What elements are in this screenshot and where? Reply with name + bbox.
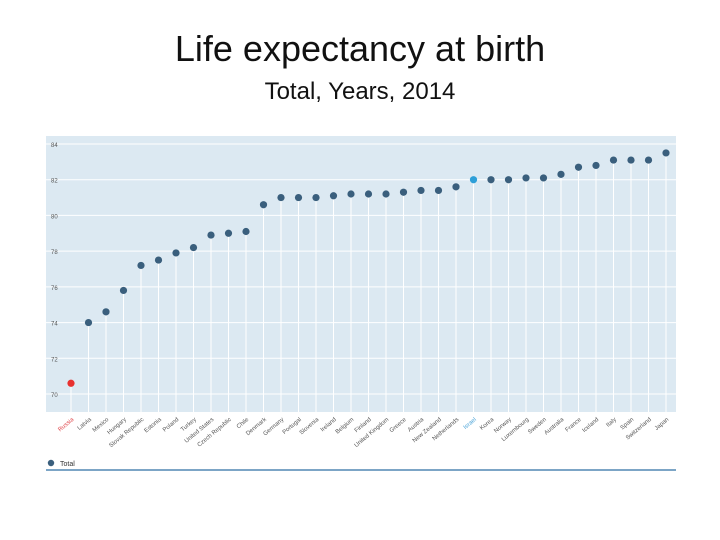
data-point	[522, 174, 530, 182]
data-point	[592, 161, 600, 170]
data-point	[399, 188, 408, 196]
x-tick-label: Slovenia	[299, 417, 321, 437]
data-point	[277, 193, 285, 202]
data-point	[417, 186, 425, 195]
x-tick-label: Iceland	[582, 417, 601, 434]
data-point	[364, 190, 373, 198]
y-tick-label: 70	[51, 393, 58, 399]
y-tick-label: 84	[51, 143, 58, 149]
data-point	[242, 227, 250, 236]
data-point	[609, 156, 618, 164]
data-point	[224, 229, 233, 237]
x-tick-label: Israel	[463, 417, 478, 431]
y-tick-label: 72	[51, 357, 58, 363]
x-tick-label: Australia	[544, 417, 566, 437]
x-tick-label: Estonia	[144, 417, 164, 435]
data-point	[294, 193, 303, 202]
y-tick-label: 80	[51, 214, 58, 220]
data-point	[347, 190, 355, 198]
x-tick-label: France	[565, 417, 584, 434]
x-tick-label: Belgium	[335, 417, 355, 436]
data-point	[539, 174, 548, 182]
data-point	[504, 176, 513, 184]
data-point	[102, 308, 110, 316]
data-point	[574, 163, 583, 171]
data-point	[557, 170, 565, 178]
data-point	[119, 286, 128, 295]
y-tick-label: 76	[51, 286, 58, 292]
data-point	[644, 156, 653, 164]
x-tick-label: Chile	[236, 417, 251, 431]
data-point	[172, 249, 180, 257]
plot-area	[46, 136, 676, 412]
data-point	[627, 156, 635, 164]
y-tick-label: 82	[51, 179, 58, 185]
data-point	[329, 192, 338, 200]
y-tick-label: 74	[51, 322, 58, 328]
page-title: Life expectancy at birth	[174, 28, 546, 69]
x-tick-label: Italy	[605, 417, 617, 429]
data-point	[137, 261, 145, 270]
page-subtitle: Total, Years, 2014	[264, 78, 456, 105]
data-point	[434, 186, 443, 195]
legend-marker	[47, 459, 55, 467]
data-point	[189, 243, 198, 252]
data-point	[259, 201, 268, 209]
data-point	[207, 231, 215, 239]
data-point	[452, 183, 460, 191]
x-tick-label: Latvia	[77, 417, 94, 432]
x-tick-label: Japan	[654, 417, 670, 432]
data-point	[84, 318, 93, 327]
data-point	[154, 256, 163, 264]
x-tick-label: Russia	[57, 417, 75, 434]
data-point	[662, 149, 670, 157]
y-tick-label: 78	[51, 250, 58, 256]
legend-label: Total	[60, 461, 75, 468]
data-point	[312, 193, 320, 202]
x-tick-label: Poland	[162, 417, 180, 434]
data-point	[382, 190, 390, 198]
x-tick-label: Greece	[389, 417, 408, 435]
data-point	[487, 176, 495, 184]
data-point	[67, 379, 75, 387]
data-point	[469, 176, 478, 184]
